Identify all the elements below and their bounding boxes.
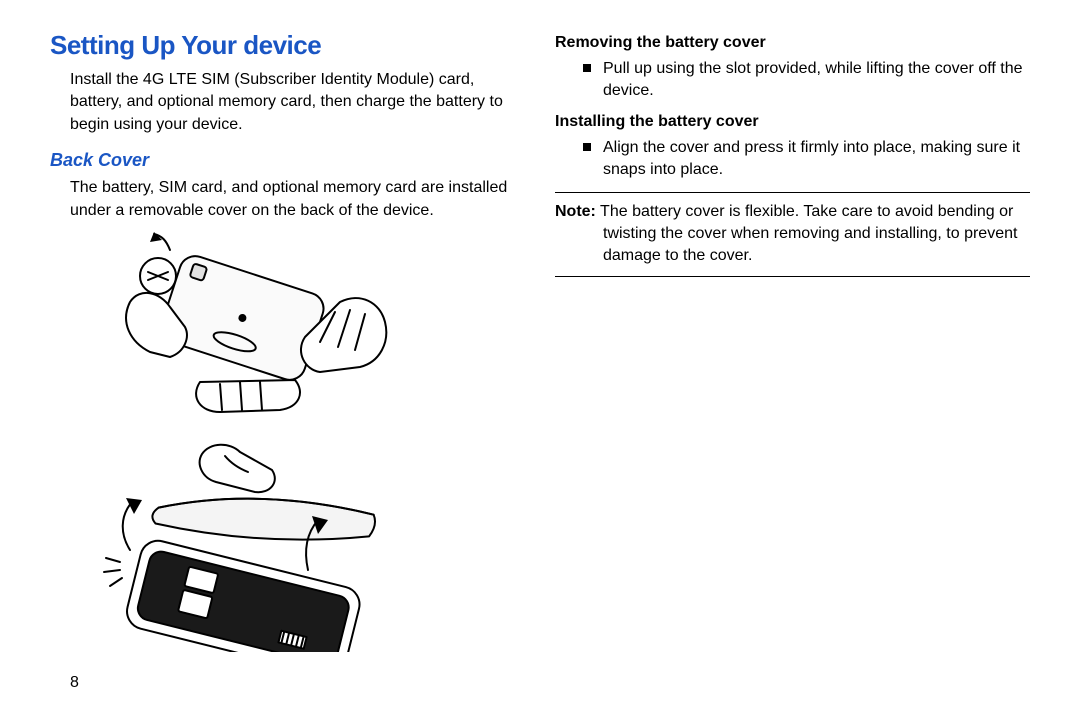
page-number: 8 — [70, 674, 79, 692]
section-subtitle: Back Cover — [50, 150, 525, 171]
installing-cover-bullet: Align the cover and press it firmly into… — [583, 137, 1030, 182]
intro-paragraph: Install the 4G LTE SIM (Subscriber Ident… — [70, 69, 525, 136]
section-body: The battery, SIM card, and optional memo… — [70, 177, 525, 222]
horizontal-rule — [555, 276, 1030, 277]
left-column: Setting Up Your device Install the 4G LT… — [50, 30, 525, 700]
page-title: Setting Up Your device — [50, 30, 525, 61]
installing-cover-heading: Installing the battery cover — [555, 113, 1030, 131]
square-bullet-icon — [583, 143, 591, 151]
manual-page: Setting Up Your device Install the 4G LT… — [0, 0, 1080, 720]
right-column: Removing the battery cover Pull up using… — [555, 30, 1030, 700]
square-bullet-icon — [583, 64, 591, 72]
horizontal-rule — [555, 192, 1030, 193]
bullet-text: Pull up using the slot provided, while l… — [603, 58, 1030, 103]
removing-cover-bullet: Pull up using the slot provided, while l… — [583, 58, 1030, 103]
removing-cover-heading: Removing the battery cover — [555, 34, 1030, 52]
bullet-text: Align the cover and press it firmly into… — [603, 137, 1030, 182]
battery-cover-illustration — [90, 232, 525, 657]
note-label: Note: — [555, 203, 596, 220]
note-text: The battery cover is flexible. Take care… — [600, 203, 1017, 265]
note-block: Note: The battery cover is flexible. Tak… — [555, 201, 1030, 268]
